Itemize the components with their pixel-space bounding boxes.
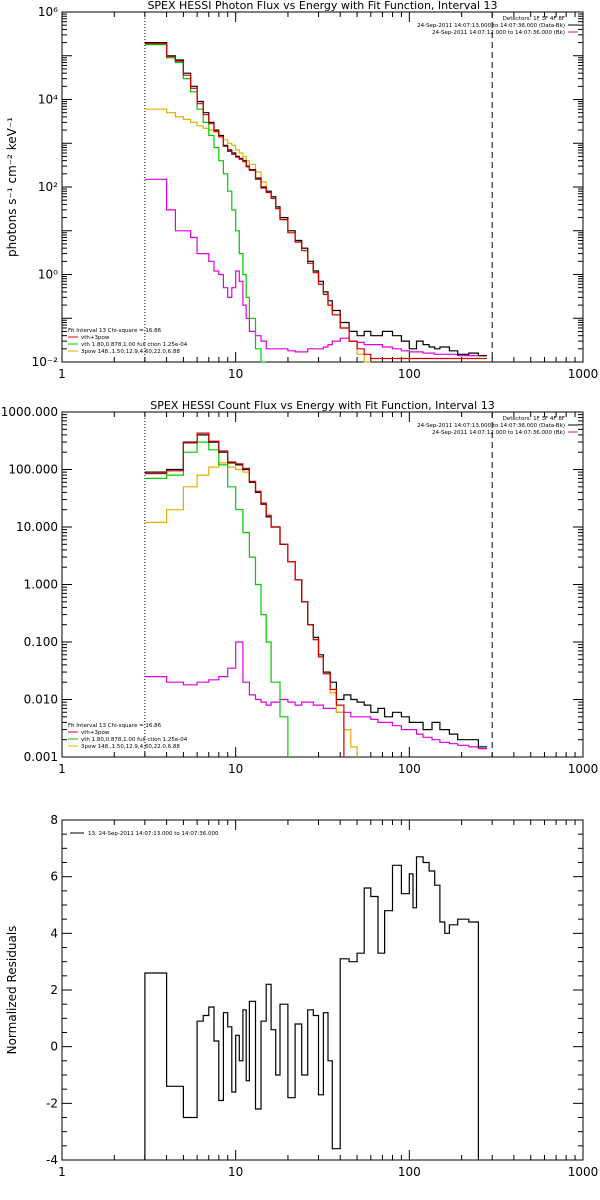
fit-legend-label-0: vth+3pow [81, 730, 110, 736]
y-tick-label: 10⁴ [38, 93, 58, 107]
chart-title: SPEX HESSI Count Flux vs Energy with Fit… [150, 399, 494, 412]
x-tick-label: 1 [58, 367, 66, 381]
series-line-3 [144, 462, 358, 757]
y-axis-label: photons s⁻¹ cm⁻² keV⁻¹ [5, 117, 19, 257]
x-tick-label: 10 [228, 1165, 243, 1179]
x-tick-label: 10 [228, 762, 243, 776]
y-tick-label: 0 [50, 1040, 58, 1054]
x-tick-label: 1 [58, 1165, 66, 1179]
y-tick-label: 2 [50, 983, 58, 997]
fit-legend-label-1: vth 1.80,0.878,1.00 full ction 1.25e-04 [81, 737, 188, 743]
y-tick-label: 4 [50, 926, 58, 940]
info-text-0: Detectors: 1F 3F 4F 8F [503, 16, 565, 22]
fit-legend-label-1: vth 1.80,0.878,1.00 full ction 1.25e-04 [81, 342, 188, 348]
y-tick-label: 1000.000 [1, 405, 58, 419]
x-tick-label: 100 [398, 1165, 421, 1179]
x-tick-label: 100 [398, 367, 421, 381]
fit-legend-label-2: 3pow 148.,1.50,12.9,4.60,22.0,6.88 [81, 744, 180, 750]
series-line-4 [144, 641, 487, 750]
series-line-4 [144, 178, 487, 357]
series-line-1 [144, 432, 345, 757]
x-tick-label: 100 [398, 762, 421, 776]
chart-panel-1: SPEX HESSI Photon Flux vs Energy with Fi… [5, 0, 598, 381]
y-tick-label: -4 [46, 1153, 58, 1167]
y-axis-label: Normalized Residuals [5, 926, 19, 1055]
y-tick-label: 0.100 [24, 635, 58, 649]
y-tick-label: 8 [50, 813, 58, 827]
y-tick-label: -2 [46, 1096, 58, 1110]
x-tick-label: 1000 [568, 1165, 599, 1179]
y-tick-label: 1.000 [24, 578, 58, 592]
series-line-0 [144, 856, 479, 1160]
info-text-0: Detectors: 1F 3F 4F 8F [503, 416, 565, 422]
series-line-3 [144, 108, 371, 363]
info-text-2: 24-Sep-2011 14:07:12.000 to 14:07:36.000… [432, 430, 565, 436]
fit-legend-label-2: 3pow 148.,1.50,12.9,4.60,22.0,6.88 [81, 349, 180, 355]
fit-legend-label-0: vth+3pow [81, 335, 110, 341]
chart-panel-3: Normalized Residuals 1 10 100 1000 -4 -2 0 2 4 6 8 1… [5, 813, 598, 1179]
y-tick-label: 100.000 [8, 463, 58, 477]
fit-header: Fit Interval 13 Chi-square = 16.86 [68, 723, 162, 729]
series-line-2 [144, 441, 289, 757]
y-tick-label: 0.001 [24, 750, 58, 764]
y-tick-label: 10² [38, 180, 58, 194]
x-tick-label: 1000 [568, 762, 599, 776]
x-tick-label: 1000 [568, 367, 599, 381]
x-tick-label: 10 [228, 367, 243, 381]
y-tick-label: 10⁰ [38, 268, 58, 282]
fit-header: Fit Interval 13 Chi-square = 16.86 [68, 328, 162, 334]
y-tick-label: 10⁻² [32, 355, 59, 369]
info-text-1: 24-Sep-2011 14:07:13.000 to 14:07:36.000… [417, 423, 565, 429]
plot-frame [61, 11, 584, 363]
series-line-0 [144, 42, 487, 357]
y-tick-label: 10.000 [16, 520, 58, 534]
chart-panel-2: SPEX HESSI Count Flux vs Energy with Fit… [1, 399, 599, 776]
x-tick-label: 1 [58, 762, 66, 776]
y-tick-label: 6 [50, 870, 58, 884]
y-tick-label: 0.010 [24, 693, 58, 707]
y-tick-label: 10⁶ [38, 5, 58, 19]
series-line-2 [144, 44, 267, 363]
chart-title: SPEX HESSI Photon Flux vs Energy with Fi… [147, 0, 497, 12]
series-line-1 [144, 43, 487, 360]
legend-label-0: 13. 24-Sep-2011 14:07:13.000 to 14:07:36… [88, 831, 219, 837]
info-text-2: 24-Sep-2011 14:07:12.000 to 14:07:36.000… [432, 30, 565, 36]
plot-frame [61, 819, 584, 1161]
info-text-1: 24-Sep-2011 14:07:13.000 to 14:07:36.000… [417, 23, 565, 29]
series-line-0 [144, 434, 487, 748]
